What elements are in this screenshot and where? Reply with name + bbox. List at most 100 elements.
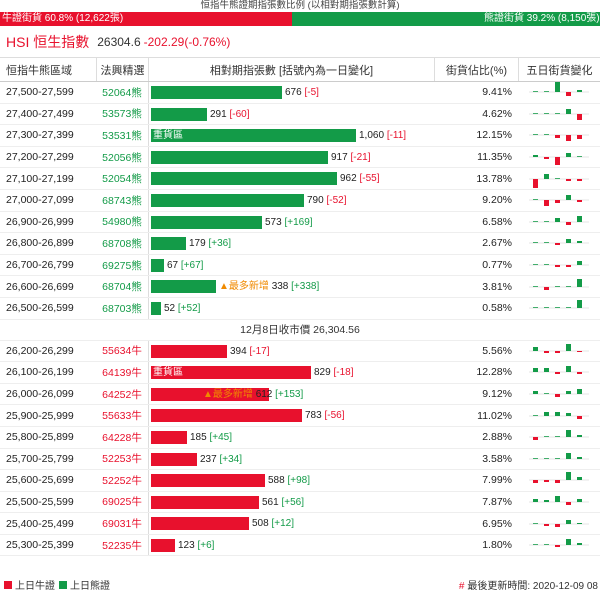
quantity-value: 123 xyxy=(178,539,195,551)
quantity-value: 1,060 xyxy=(359,130,385,142)
warrant-code-link[interactable]: 68704熊 xyxy=(102,281,142,294)
outstanding-pct: 1.80% xyxy=(482,539,512,552)
code-cell: 68708熊 xyxy=(96,233,148,254)
spark-cell xyxy=(518,470,600,491)
day-change-bar xyxy=(566,430,571,438)
day-change-bar xyxy=(533,285,538,287)
warrant-code-link[interactable]: 52064熊 xyxy=(102,86,142,99)
range-cell: 27,500-27,599 xyxy=(6,86,74,99)
quantity-label: 962 [-55] xyxy=(340,168,379,189)
bull-legend-swatch xyxy=(4,580,12,589)
close-price-row: 12月8日收市價 26,304.56 xyxy=(0,320,600,341)
day-change-bar xyxy=(533,155,538,158)
five-day-change-chart xyxy=(529,539,589,548)
quantity-value: 676 xyxy=(285,87,302,98)
five-day-change-chart xyxy=(529,300,589,309)
quantity-value: 573 xyxy=(265,216,282,228)
bear-quantity-bar xyxy=(151,193,304,207)
warrant-code-link[interactable]: 54980熊 xyxy=(102,216,142,229)
code-cell: 68743熊 xyxy=(96,190,148,211)
quantity-label: 917 [-21] xyxy=(331,147,370,168)
warrant-code-link[interactable]: 64252牛 xyxy=(102,388,142,401)
range-cell: 26,700-26,799 xyxy=(6,259,74,272)
range-cell: 26,100-26,199 xyxy=(6,366,74,379)
day-change-bar xyxy=(544,436,549,438)
day-change-bar xyxy=(544,411,549,416)
table-header: 恒指牛熊區域 法興精選 相對期指張數 [括號內為一日變化] 街貨佔比(%) 五日… xyxy=(0,58,600,82)
bear-table-row: 27,000-27,099 68743熊 790 [-52] 9.20% xyxy=(0,189,600,212)
outstanding-pct: 11.35% xyxy=(477,151,512,164)
warrant-code-link[interactable]: 52054熊 xyxy=(102,173,142,186)
daily-change-value: [+6] xyxy=(197,539,215,551)
day-change-bar xyxy=(533,391,538,395)
daily-change-value: [-11] xyxy=(386,130,407,142)
day-change-bar xyxy=(544,286,549,290)
range-cell: 25,900-25,999 xyxy=(6,409,74,422)
day-change-bar xyxy=(533,414,538,416)
quantity-value: 338 xyxy=(271,281,289,293)
outstanding-pct: 5.56% xyxy=(482,344,512,357)
bear-legend-label: 上日熊證 xyxy=(70,581,110,592)
warrant-code-link[interactable]: 69025牛 xyxy=(102,496,142,509)
warrant-code-link[interactable]: 52056熊 xyxy=(102,151,142,164)
pct-cell: 6.95% xyxy=(434,513,518,534)
day-change-bar xyxy=(544,157,549,160)
outstanding-pct: 2.88% xyxy=(482,431,512,444)
warrant-code-link[interactable]: 52252牛 xyxy=(102,474,142,487)
day-change-bar xyxy=(577,278,582,287)
hash-icon: # xyxy=(458,581,465,592)
five-day-change-chart xyxy=(529,82,589,97)
bar-cell: 52 [+52] xyxy=(148,297,434,319)
day-change-bar xyxy=(533,91,538,93)
day-change-bar xyxy=(533,242,538,244)
code-cell: 55633牛 xyxy=(96,405,148,426)
day-change-bar xyxy=(555,523,560,527)
quantity-label: 179 [+36] xyxy=(189,233,231,254)
bar-cell: 962 [-55] xyxy=(148,168,434,189)
bar-cell: ▲最多新增 338 [+338] xyxy=(148,276,434,297)
quantity-value: 179 xyxy=(189,238,206,250)
quantity-label: 573 [+169] xyxy=(265,212,313,233)
bear-table-body: 27,500-27,599 52064熊 676 [-5] 9.41% 27,400-2… xyxy=(0,82,600,320)
daily-change-value: [-21] xyxy=(350,151,371,163)
day-change-bar xyxy=(544,221,549,222)
warrant-code-link[interactable]: 53573熊 xyxy=(102,108,142,121)
five-day-change-chart xyxy=(529,366,589,375)
day-change-bar xyxy=(566,285,571,287)
quantity-label: 561 [+56] xyxy=(262,492,304,513)
warrant-code-link[interactable]: 53531熊 xyxy=(102,129,142,142)
day-change-bar xyxy=(533,457,538,459)
most-added-marker: ▲最多新增 xyxy=(203,388,253,400)
warrant-code-link[interactable]: 69031牛 xyxy=(102,518,142,531)
outstanding-pct: 9.41% xyxy=(482,86,512,99)
quantity-value: 291 xyxy=(210,108,227,120)
day-change-bar xyxy=(544,350,549,353)
quantity-label: 676 [-5] xyxy=(285,82,319,103)
index-name[interactable]: HSI 恒生指數 xyxy=(6,33,90,50)
warrant-code-link[interactable]: 64139牛 xyxy=(102,366,142,379)
index-price: 26304.6 xyxy=(97,34,141,49)
warrant-code-link[interactable]: 52235牛 xyxy=(102,539,142,552)
day-change-bar xyxy=(577,522,582,524)
day-change-bar xyxy=(544,307,549,309)
warrant-code-link[interactable]: 68703熊 xyxy=(102,302,142,315)
daily-change-value: [-5] xyxy=(304,87,319,98)
day-change-bar xyxy=(577,200,582,203)
five-day-change-chart xyxy=(529,215,589,225)
bear-ratio-fill xyxy=(291,12,600,26)
bear-quantity-bar xyxy=(151,107,207,121)
warrant-code-link[interactable]: 68708熊 xyxy=(102,237,142,250)
quantity-label: 1,060 [-11] xyxy=(359,125,406,146)
range-cell: 25,800-25,899 xyxy=(6,431,74,444)
day-change-bar xyxy=(555,82,560,93)
day-change-bar xyxy=(544,480,549,483)
day-change-bar xyxy=(577,241,582,244)
warrant-code-link[interactable]: 52253牛 xyxy=(102,453,142,466)
warrant-code-link[interactable]: 64228牛 xyxy=(102,431,142,444)
warrant-code-link[interactable]: 55634牛 xyxy=(102,345,142,358)
warrant-code-link[interactable]: 55633牛 xyxy=(102,410,142,423)
warrant-code-link[interactable]: 69275熊 xyxy=(102,259,142,272)
bear-table-row: 26,900-26,999 54980熊 573 [+169] 6.58% xyxy=(0,211,600,234)
bull-quantity-bar xyxy=(151,517,249,531)
warrant-code-link[interactable]: 68743熊 xyxy=(102,194,142,207)
